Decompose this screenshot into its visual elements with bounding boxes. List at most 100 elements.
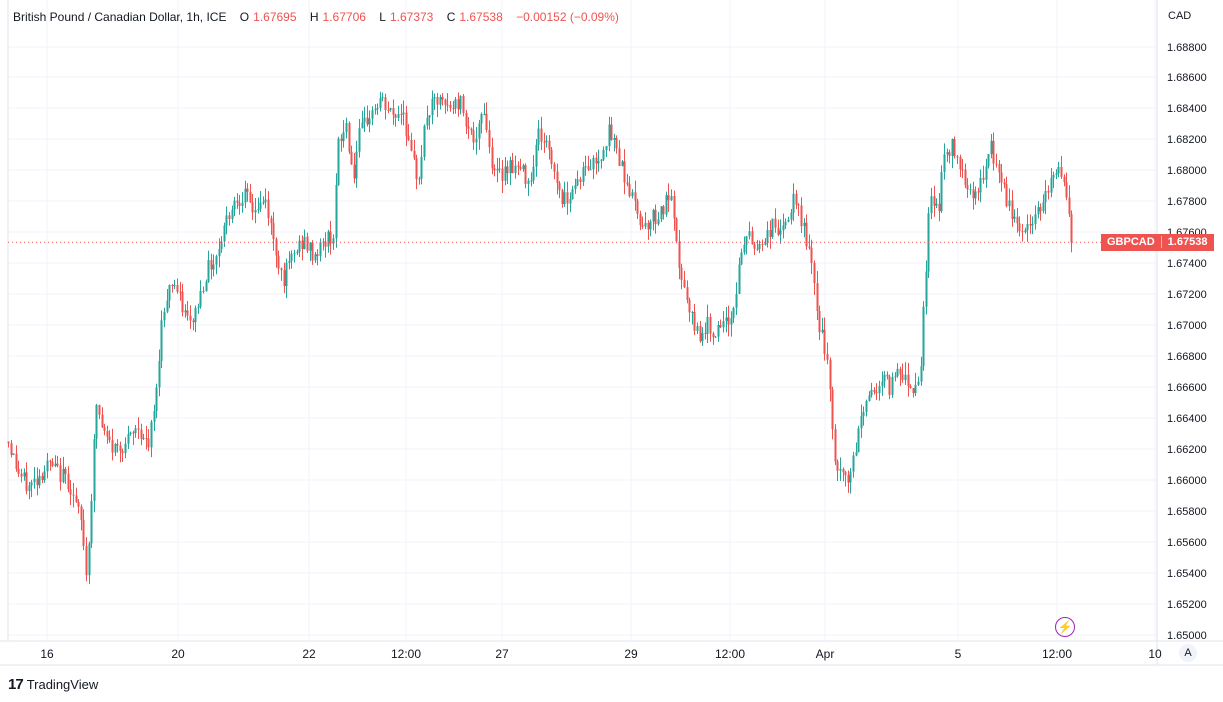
candle-body [787, 219, 790, 222]
candle-body [696, 326, 699, 331]
candle-body [446, 104, 449, 106]
candle-body [241, 202, 244, 207]
candle-body [1052, 174, 1055, 178]
candle-body [108, 436, 111, 441]
candle-body [137, 428, 140, 430]
candle-body [709, 316, 712, 334]
candle-body [88, 543, 91, 576]
candle-body [517, 165, 520, 167]
candle-body [340, 138, 343, 142]
candle-body [111, 440, 114, 453]
candle-body [636, 200, 639, 214]
candle-body [602, 150, 605, 160]
candle-body [491, 147, 494, 169]
candle-body [969, 189, 972, 191]
candle-body [194, 307, 197, 323]
candle-body [462, 95, 465, 114]
y-tick-label: 1.67200 [1167, 289, 1207, 301]
candles [7, 90, 1073, 584]
candle-body [436, 96, 439, 105]
candle-body [296, 251, 299, 254]
candle-body [314, 254, 317, 261]
candle-body [1000, 172, 1003, 183]
candle-body [810, 247, 813, 263]
candle-body [1021, 231, 1024, 233]
symbol-title[interactable]: British Pound / Canadian Dollar, 1h, ICE [13, 10, 227, 24]
y-tick-label: 1.68400 [1167, 103, 1207, 115]
candle-body [673, 195, 676, 219]
candle-body [556, 171, 559, 184]
candle-body [839, 468, 842, 471]
auto-scale-button[interactable]: A [1179, 644, 1197, 662]
candle-body [67, 473, 70, 490]
candle-body [543, 141, 546, 143]
candle-body [920, 366, 923, 382]
candle-body [842, 468, 845, 473]
candle-body [992, 140, 995, 164]
candle-body [259, 202, 262, 209]
candle-body [675, 218, 678, 242]
tradingview-footer[interactable]: 17 TradingView [8, 676, 98, 693]
candle-body [597, 161, 600, 164]
candle-body [363, 117, 366, 123]
candle-body [808, 246, 811, 248]
candle-body [974, 191, 977, 199]
candle-body [384, 97, 387, 110]
candle-body [457, 99, 460, 110]
candle-body [244, 188, 247, 203]
y-tick-label: 1.66800 [1167, 351, 1207, 363]
candle-body [868, 395, 871, 401]
y-tick-label: 1.66400 [1167, 413, 1207, 425]
candle-body [402, 112, 405, 115]
candle-body [327, 231, 330, 247]
tradingview-logo-icon: 17 [8, 676, 24, 693]
candle-body [1026, 224, 1029, 230]
candle-body [514, 165, 517, 174]
candle-body [371, 110, 374, 119]
candle-body [717, 325, 720, 337]
candle-body [753, 244, 756, 249]
candle-body [537, 128, 540, 145]
candle-body [530, 180, 533, 182]
candle-body [38, 475, 41, 486]
y-tick-label: 1.65800 [1167, 506, 1207, 518]
candle-body [454, 99, 457, 109]
candle-body [410, 139, 413, 151]
candle-body [103, 427, 106, 432]
candle-body [441, 96, 444, 100]
candle-body [1018, 223, 1021, 232]
candle-body [727, 317, 730, 325]
candle-body [82, 519, 85, 546]
candle-body [946, 152, 949, 155]
close-value: 1.67538 [459, 10, 503, 24]
candle-body [865, 400, 868, 412]
candle-body [116, 444, 119, 446]
candle-body [134, 428, 137, 433]
high-label: H [309, 10, 319, 24]
candle-body [649, 221, 652, 230]
candle-body [519, 166, 522, 170]
candle-body [189, 315, 192, 321]
candle-body [1057, 166, 1060, 174]
candle-body [254, 209, 257, 213]
candle-body [28, 485, 31, 492]
candle-body [532, 166, 535, 181]
candle-body [628, 184, 631, 197]
candle-body [160, 320, 163, 361]
candle-body [761, 244, 764, 246]
candle-body [600, 159, 603, 162]
candle-body [358, 128, 361, 152]
y-tick-label: 1.68600 [1167, 72, 1207, 84]
candle-body [959, 156, 962, 170]
x-tick-label: 16 [40, 647, 54, 661]
candle-body [51, 461, 54, 467]
candle-body [171, 285, 174, 287]
candle-body [610, 124, 613, 140]
candle-body [883, 374, 886, 382]
candle-body [943, 154, 946, 173]
candle-body [186, 310, 189, 316]
candle-body [12, 453, 15, 455]
lightning-icon[interactable]: ⚡ [1055, 617, 1075, 637]
